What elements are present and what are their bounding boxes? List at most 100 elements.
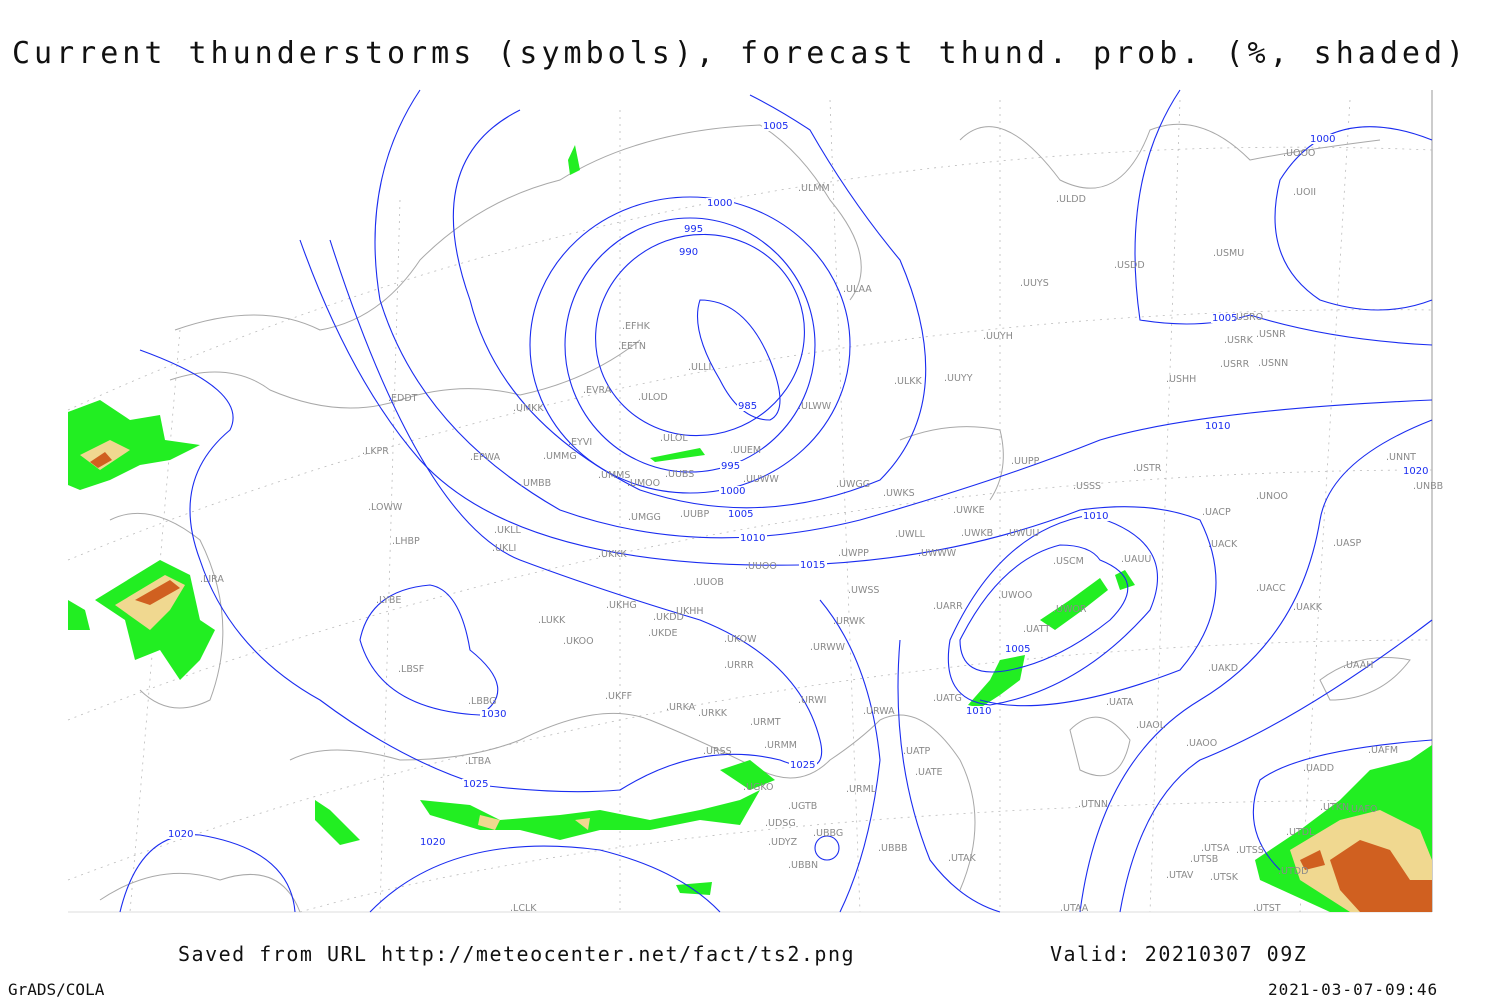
station-label: .UTST bbox=[1253, 903, 1281, 914]
station-label: .UWUU bbox=[1006, 528, 1039, 539]
station-label: .LBSF bbox=[398, 664, 424, 675]
station-label: .URKA bbox=[666, 702, 696, 713]
station-label: .UWKE bbox=[953, 505, 985, 516]
isobar-label: 985 bbox=[738, 401, 757, 412]
isobar-label: 1025 bbox=[463, 779, 488, 790]
station-label: .UUYY bbox=[944, 373, 973, 384]
station-label: .UUBP bbox=[680, 509, 709, 520]
station-label: .UKDD bbox=[653, 612, 684, 623]
isobar-label: 1010 bbox=[1083, 511, 1108, 522]
station-label: .UTDD bbox=[1278, 866, 1308, 877]
station-label: .ULAA bbox=[843, 284, 872, 295]
station-label: .LBBG bbox=[468, 696, 497, 707]
station-label: .UUYS bbox=[1020, 278, 1049, 289]
isobar-label-background bbox=[1402, 466, 1430, 476]
station-label: .UWSS bbox=[848, 585, 879, 596]
station-label: .USDD bbox=[1114, 260, 1145, 271]
isobar-label-background bbox=[683, 224, 705, 234]
isobar-label-background bbox=[1004, 644, 1032, 654]
isobar-label: 1020 bbox=[420, 837, 445, 848]
station-label: .UAKD bbox=[1208, 663, 1238, 674]
station-label: .UBBG bbox=[813, 828, 843, 839]
station-label: .LTBA bbox=[465, 756, 491, 767]
station-label: .UDSG bbox=[765, 818, 796, 829]
valid-time-text: Valid: 20210307 09Z bbox=[1050, 942, 1308, 966]
isobar-label-background bbox=[706, 198, 734, 208]
isobar-label: 1000 bbox=[720, 486, 745, 497]
station-label: .UKHG bbox=[606, 600, 637, 611]
station-label: .UACC bbox=[1256, 583, 1286, 594]
station-label: .UUYH bbox=[983, 331, 1013, 342]
station-label: .URRR bbox=[724, 660, 754, 671]
isobar-label-background bbox=[965, 706, 993, 716]
station-label: .UKLI bbox=[492, 543, 516, 554]
station-label: .UACP bbox=[1202, 507, 1231, 518]
isobar-label: 1000 bbox=[1310, 134, 1335, 145]
station-label: .URMT bbox=[750, 717, 781, 728]
isobar-label-background bbox=[419, 837, 447, 847]
isobar-label: 1020 bbox=[168, 829, 193, 840]
station-label: .UKDE bbox=[648, 628, 678, 639]
isobar-label: 1010 bbox=[1205, 421, 1230, 432]
station-label: .USCM bbox=[1053, 556, 1084, 567]
station-label: .UWKB bbox=[961, 528, 993, 539]
isobar-label: 995 bbox=[684, 224, 703, 235]
station-label: .UAKK bbox=[1293, 602, 1323, 613]
station-label: .UAFO bbox=[1348, 804, 1377, 815]
station-label: .URWA bbox=[863, 706, 895, 717]
station-label: .UDYZ bbox=[768, 837, 798, 848]
isobar-label: 990 bbox=[679, 247, 698, 258]
isobar-label-background bbox=[1309, 134, 1337, 144]
station-label: .UTSA bbox=[1201, 843, 1230, 854]
station-label: .UTAK bbox=[948, 853, 977, 864]
isobar-label-background bbox=[739, 533, 767, 543]
station-label: .ULLI bbox=[688, 362, 711, 373]
station-label: .UUWW bbox=[743, 474, 779, 485]
station-label: .UUPP bbox=[1011, 456, 1040, 467]
station-label: .USRR bbox=[1220, 359, 1250, 370]
isobar-label-background bbox=[789, 760, 817, 770]
station-label: .UAAH bbox=[1343, 660, 1373, 671]
isobar-label-background bbox=[480, 709, 508, 719]
station-label: .ULKK bbox=[894, 376, 922, 387]
isobar-label-background bbox=[1082, 511, 1110, 521]
station-label: .UMMS bbox=[598, 470, 630, 481]
station-label: .UMKK bbox=[513, 403, 544, 414]
isobar-label-background bbox=[720, 461, 742, 471]
station-label: .UUOB bbox=[693, 577, 724, 588]
isobar-label: 1015 bbox=[800, 560, 825, 571]
isobar-label: 1010 bbox=[740, 533, 765, 544]
isobar-label: 1000 bbox=[707, 198, 732, 209]
isobar-label: 1030 bbox=[481, 709, 506, 720]
station-label: .UTSS bbox=[1236, 845, 1264, 856]
station-label: .LCLK bbox=[510, 903, 537, 914]
station-label: .UWGG bbox=[836, 479, 870, 490]
station-label: .UTNN bbox=[1078, 799, 1108, 810]
station-label: .UOOO bbox=[1283, 148, 1315, 159]
station-label: .UNOO bbox=[1256, 491, 1288, 502]
station-label: .USMU bbox=[1213, 248, 1244, 259]
isobar-label: 1005 bbox=[1212, 313, 1237, 324]
station-label: .URML bbox=[846, 784, 877, 795]
station-label: .UUOO bbox=[745, 561, 777, 572]
station-label: .URWW bbox=[810, 642, 846, 653]
station-label: .UTSB bbox=[1190, 854, 1218, 865]
isobar-label: 1010 bbox=[966, 706, 991, 717]
map-title: Current thunderstorms (symbols), forecas… bbox=[12, 36, 1469, 71]
station-label: .UOII bbox=[1293, 187, 1316, 198]
station-label: .LUKK bbox=[538, 615, 566, 626]
station-label: .ULOL bbox=[660, 433, 688, 444]
isobars bbox=[119, 89, 1433, 913]
lat-lon-grid bbox=[67, 99, 1433, 913]
station-label: .USRK bbox=[1224, 335, 1254, 346]
station-label: .ULWW bbox=[798, 401, 832, 412]
station-label: .UUEM bbox=[730, 445, 761, 456]
isobar-label: 1005 bbox=[1005, 644, 1030, 655]
coastlines bbox=[99, 123, 1411, 913]
station-label: .LKPR bbox=[362, 446, 389, 457]
station-label: .UARR bbox=[933, 601, 963, 612]
station-label: .UTKN bbox=[1320, 802, 1349, 813]
isobar-label-background bbox=[1211, 313, 1239, 323]
thunderstorm-probability-shading bbox=[68, 145, 1432, 912]
station-label: .UATP bbox=[903, 746, 931, 757]
